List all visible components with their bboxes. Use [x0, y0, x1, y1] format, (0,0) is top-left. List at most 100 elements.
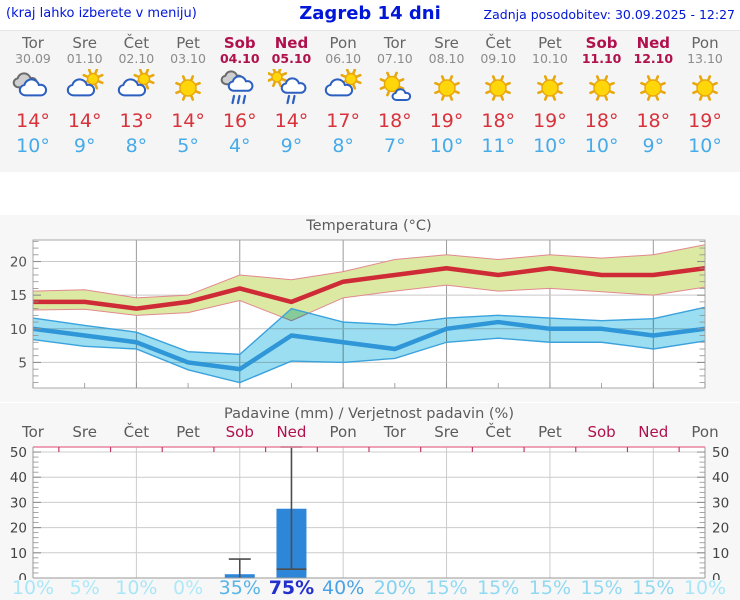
precip-day-label: Ned — [276, 423, 307, 441]
svg-text:10: 10 — [10, 322, 27, 338]
svg-text:10: 10 — [712, 546, 729, 562]
menu-hint: (kraj lahko izberete v meniju) — [6, 6, 197, 21]
precipitation-chart-section: Padavine (mm) / Verjetnost padavin (%) T… — [0, 403, 740, 600]
sunny-icon — [175, 75, 201, 101]
temperature-chart-title: Temperatura (°C) — [306, 218, 432, 234]
high-temperature: 19° — [429, 110, 464, 132]
svg-text:0: 0 — [18, 571, 27, 580]
day-date: 07.10 — [376, 51, 413, 66]
precip-day-label: Ned — [638, 423, 669, 441]
sunny-icon — [537, 75, 563, 101]
cloudy-icon — [12, 72, 48, 97]
day-date: 05.10 — [271, 51, 312, 66]
precipitation-probability-row: 10% 5% 10% 0% 35% 75% 40% 20% 15% 15% 15% 15% 15% 10% — [0, 577, 740, 600]
precip-day-label: Sre — [434, 423, 459, 441]
precipitation-probability: 15% — [580, 577, 623, 599]
day-name: Tor — [383, 34, 406, 52]
precipitation-probability: 5% — [69, 577, 100, 599]
day-date: 01.10 — [66, 51, 103, 66]
day-name: Tor — [22, 34, 44, 52]
day-column-ned-12.10: Ned 12.10 18° 9° — [625, 35, 681, 159]
svg-text:20: 20 — [10, 255, 27, 271]
precip-day-label: Tor — [22, 423, 44, 441]
high-temperature: 13° — [119, 110, 154, 132]
low-temperature: 8° — [332, 135, 354, 157]
low-temperature: 10° — [533, 135, 567, 157]
day-date: 06.10 — [325, 51, 362, 66]
sunny-icon — [640, 75, 667, 101]
low-temperature: 8° — [125, 135, 148, 157]
precipitation-probability: 20% — [373, 577, 416, 599]
precipitation-probability: 10% — [115, 577, 158, 599]
precip-day-label: Sob — [587, 423, 616, 441]
precip-day-label: Pon — [329, 423, 357, 441]
temperature-chart: 5 10 15 20 — [10, 239, 706, 389]
day-date: 04.10 — [219, 51, 260, 66]
day-name: Pon — [329, 34, 357, 52]
day-name: Pet — [538, 34, 562, 52]
low-temperature: 7° — [384, 135, 406, 157]
day-name: Sob — [223, 34, 256, 52]
precipitation-probability: 15% — [528, 577, 572, 599]
precip-day-label: Sre — [72, 423, 97, 441]
precip-day-label: Pet — [538, 423, 562, 441]
svg-text:30: 30 — [712, 495, 729, 511]
mostly-sunny-icon — [379, 71, 411, 101]
precipitation-probability: 10% — [11, 577, 55, 599]
forecast-strip: Tor 30.09 14° 10° Sre 01.10 14° 9° Čet 02.10 13° 8°… — [0, 30, 740, 172]
low-temperature: 9° — [73, 135, 96, 157]
svg-text:20: 20 — [10, 521, 27, 537]
low-temperature: 4° — [228, 135, 251, 157]
precipitation-probability: 35% — [218, 577, 261, 599]
precipitation-day-labels: Tor Sre Čet Pet Sob Ned Pon Tor Sre Čet Pet Sob Ned P… — [0, 423, 740, 443]
precipitation-probability: 0% — [172, 577, 204, 599]
day-column-sre-01.10: Sre 01.10 14° 9° — [57, 35, 113, 159]
precip-day-label: Čet — [485, 423, 512, 441]
low-temperature: 10° — [688, 135, 722, 157]
precipitation-probability: 15% — [425, 577, 468, 599]
low-temperature: 11° — [481, 135, 516, 157]
partly-cloudy-icon — [324, 69, 362, 97]
day-date: 08.10 — [428, 51, 465, 66]
svg-text:5: 5 — [18, 355, 27, 371]
precip-day-label: Pet — [176, 423, 200, 441]
precipitation-probability: 15% — [632, 577, 675, 599]
low-temperature: 10° — [429, 135, 464, 157]
day-column-ned-05.10: Ned 05.10 14° 9° — [263, 35, 319, 159]
precipitation-probability: 10% — [683, 577, 727, 599]
precipitation-probability: 75% — [268, 577, 315, 599]
high-temperature: 14° — [274, 110, 309, 132]
low-temperature: 10° — [16, 135, 50, 157]
day-date: 03.10 — [170, 51, 206, 66]
day-column-tor-30.09: Tor 30.09 14° 10° — [5, 35, 61, 159]
precip-day-label: Sob — [225, 423, 254, 441]
day-column-tor-07.10: Tor 07.10 18° 7° — [367, 35, 423, 159]
high-temperature: 18° — [481, 110, 516, 132]
low-temperature: 10° — [584, 135, 619, 157]
rain-icon — [220, 70, 254, 105]
svg-text:40: 40 — [712, 470, 729, 486]
precipitation-probability: 15% — [477, 577, 520, 599]
sunny-icon — [485, 75, 512, 101]
last-update-timestamp: Zadnja posodobitev: 30.09.2025 - 12:27 — [483, 7, 735, 22]
svg-text:40: 40 — [10, 470, 27, 486]
day-date: 02.10 — [118, 51, 155, 66]
day-date: 30.09 — [15, 51, 51, 66]
day-column-pet-03.10: Pet 03.10 14° 5° — [160, 35, 216, 159]
day-column-čet-02.10: Čet 02.10 13° 8° — [108, 35, 164, 159]
day-name: Pet — [176, 34, 200, 52]
day-name: Sre — [72, 34, 97, 52]
high-temperature: 17° — [326, 110, 360, 132]
svg-text:15: 15 — [10, 288, 27, 304]
sunny-icon — [433, 75, 460, 101]
day-name: Ned — [636, 34, 671, 52]
high-temperature: 18° — [636, 110, 671, 132]
high-temperature: 19° — [533, 110, 567, 132]
page-title: Zagreb 14 dni — [299, 3, 441, 24]
partly-cloudy-icon — [66, 69, 104, 97]
partly-cloudy-icon — [118, 69, 155, 97]
day-column-čet-09.10: Čet 09.10 18° 11° — [470, 35, 526, 159]
svg-text:10: 10 — [10, 546, 27, 562]
low-temperature: 5° — [177, 135, 199, 157]
day-date: 09.10 — [480, 51, 517, 66]
